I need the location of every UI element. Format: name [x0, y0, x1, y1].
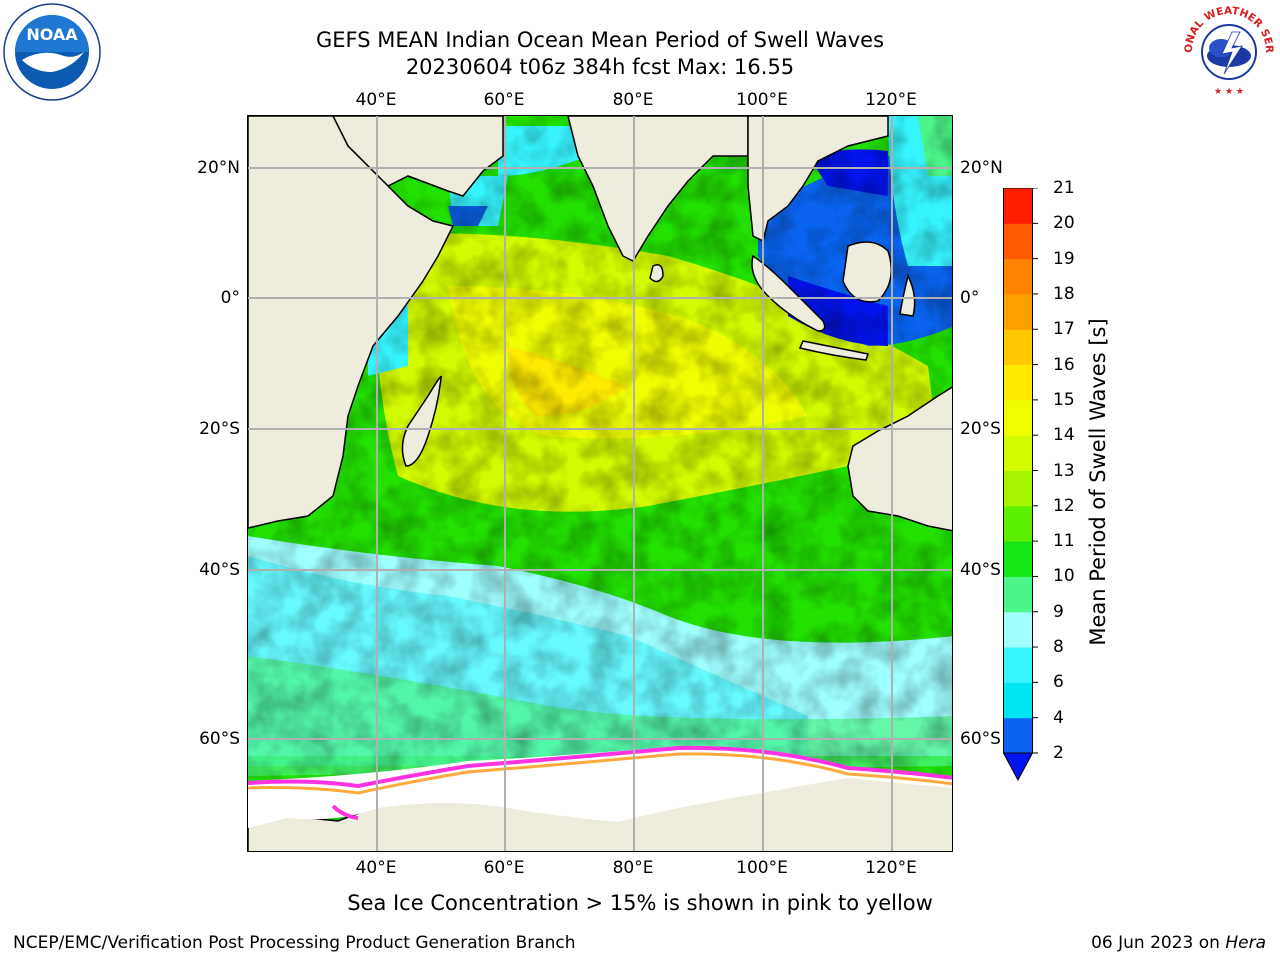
chart-title: GEFS MEAN Indian Ocean Mean Period of Sw… — [315, 28, 885, 52]
noaa-logo-text: NOAA — [26, 25, 78, 44]
colorbar-tick-label: 14 — [1053, 425, 1075, 446]
colorbar-segment — [1003, 647, 1033, 683]
colorbar-segment — [1003, 329, 1033, 366]
lat-tick-left-20s: 20°S — [199, 419, 240, 439]
colorbar-tick-label: 19 — [1053, 248, 1075, 269]
colorbar-segment — [1003, 399, 1033, 436]
colorbar — [1003, 188, 1038, 782]
lon-tick-bottom-80e: 80°E — [612, 858, 654, 878]
colorbar-tick-label: 21 — [1053, 178, 1075, 198]
lat-tick-left-60s: 60°S — [199, 729, 240, 749]
colorbar-tick-label: 9 — [1053, 601, 1064, 622]
colorbar-tick-label: 17 — [1053, 319, 1075, 340]
colorbar-segment — [1003, 611, 1033, 648]
lon-tick-bottom-40e: 40°E — [355, 858, 397, 878]
noaa-logo: NOAA — [2, 2, 102, 102]
colorbar-segment — [1003, 682, 1033, 719]
colorbar-segment — [1003, 470, 1033, 507]
footer-host: Hera — [1225, 933, 1266, 953]
lat-tick-left-40s: 40°S — [199, 560, 240, 580]
lon-tick-top-80e: 80°E — [612, 90, 654, 110]
colorbar-segment — [1003, 364, 1033, 401]
colorbar-tick-label: 2 — [1053, 743, 1064, 763]
colorbar-segment — [1003, 717, 1033, 754]
svg-text:★ ★ ★: ★ ★ ★ — [1214, 87, 1244, 97]
footer-date-text: 06 Jun 2023 on — [1091, 933, 1226, 953]
lon-tick-bottom-120e: 120°E — [865, 858, 917, 878]
lat-tick-right-20n: 20°N — [960, 158, 1003, 178]
colorbar-tick-label: 18 — [1053, 283, 1075, 304]
colorbar-segment — [1003, 223, 1033, 260]
map-panel[interactable] — [247, 115, 953, 852]
colorbar-segment — [1003, 576, 1033, 613]
colorbar-tick-label: 15 — [1053, 389, 1075, 410]
footer-date: 06 Jun 2023 on Hera — [1091, 933, 1266, 953]
lon-tick-top-100e: 100°E — [736, 90, 788, 110]
colorbar-tick-label: 8 — [1053, 637, 1064, 658]
colorbar-tick-label: 4 — [1053, 707, 1064, 728]
land — [248, 116, 952, 851]
swell-field — [248, 116, 952, 851]
colorbar-segment — [1003, 258, 1033, 295]
colorbar-segment — [1003, 435, 1033, 471]
lat-tick-left-20n: 20°N — [197, 158, 240, 178]
chart-subtitle: 20230604 t06z 384h fcst Max: 16.55 — [405, 55, 795, 79]
nws-logo: NATIONAL WEATHER SERVICE ★ ★ ★ — [1176, 0, 1278, 100]
sea-ice-caption: Sea Ice Concentration > 15% is shown in … — [347, 891, 933, 915]
map-svg — [248, 116, 952, 851]
lat-tick-right-60s: 60°S — [960, 729, 1001, 749]
colorbar-label: Mean Period of Swell Waves [s] — [1086, 318, 1110, 646]
colorbar-segment — [1003, 505, 1033, 542]
colorbar-extend-arrow — [1003, 752, 1034, 782]
lat-tick-left-0: 0° — [220, 288, 240, 308]
colorbar-tick-label: 10 — [1053, 566, 1075, 587]
gridlines — [248, 116, 952, 851]
colorbar-tick-label: 11 — [1053, 531, 1075, 552]
colorbar-tick-label: 16 — [1053, 354, 1075, 375]
colorbar-tick-label: 13 — [1053, 460, 1075, 481]
colorbar-tick-label: 20 — [1053, 213, 1075, 234]
lon-tick-bottom-60e: 60°E — [483, 858, 525, 878]
colorbar-segment — [1003, 293, 1033, 330]
lon-tick-top-40e: 40°E — [355, 90, 397, 110]
lat-tick-right-0: 0° — [960, 288, 980, 308]
lat-tick-right-20s: 20°S — [960, 419, 1001, 439]
lon-tick-bottom-100e: 100°E — [736, 858, 788, 878]
footer-credit: NCEP/EMC/Verification Post Processing Pr… — [13, 933, 576, 953]
colorbar-segment — [1003, 541, 1033, 577]
lon-tick-top-120e: 120°E — [865, 90, 917, 110]
lon-tick-top-60e: 60°E — [483, 90, 525, 110]
lat-tick-right-40s: 40°S — [960, 560, 1001, 580]
colorbar-tick-label: 12 — [1053, 495, 1075, 516]
sea-ice — [248, 745, 952, 828]
colorbar-tick-label: 6 — [1053, 672, 1064, 693]
colorbar-segment — [1003, 188, 1033, 224]
